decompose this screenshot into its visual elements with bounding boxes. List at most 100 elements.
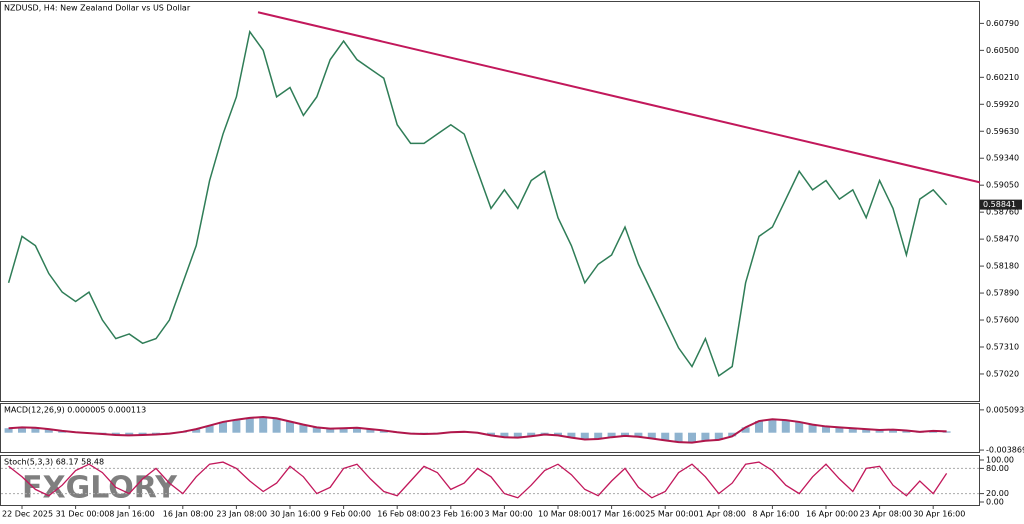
macd-bar	[567, 432, 576, 438]
macd-bar	[889, 429, 897, 433]
price-line	[7, 29, 948, 377]
macd-bar	[741, 427, 750, 433]
macd-bar	[259, 417, 268, 433]
y-tick-label: -0.003869	[986, 446, 1024, 455]
macd-bar	[554, 432, 562, 436]
y-tick-label: 0.59630	[986, 127, 1019, 136]
x-tick-label: 23 Apr 08:00	[860, 510, 912, 519]
y-tick-label: 0.60500	[986, 46, 1019, 55]
macd-bar	[808, 424, 817, 433]
macd-bar	[111, 432, 120, 435]
x-tick-label: 16 Jan 08:00	[163, 510, 214, 519]
x-tick-label: 16 Feb 08:00	[377, 510, 429, 519]
x-tick-label: 1 Apr 08:00	[699, 510, 746, 519]
macd-bar	[219, 421, 227, 433]
macd-bar	[138, 432, 147, 435]
macd-bar	[44, 429, 53, 433]
macd-bar	[353, 427, 361, 433]
chart-title: NZDUSD, H4: New Zealand Dollar vs US Dol…	[4, 4, 191, 13]
x-tick-label: 10 Mar 08:00	[538, 510, 591, 519]
x-tick-label: 17 Mar 16:00	[592, 510, 645, 519]
macd-bar	[299, 424, 308, 433]
y-tick-label: 0.59050	[986, 181, 1019, 190]
macd-bar	[862, 429, 871, 433]
macd-bar	[728, 432, 737, 437]
y-tick-label: 0.00	[986, 498, 1004, 507]
y-tick-label: 0.58470	[986, 235, 1019, 244]
watermark: FXGLORY	[22, 471, 178, 506]
macd-panel	[0, 403, 980, 453]
macd-bar	[594, 432, 603, 439]
price-panel	[0, 1, 980, 402]
x-tick-label: 16 Apr 00:00	[806, 510, 858, 519]
macd-bar	[31, 427, 40, 433]
macd-bar	[326, 428, 335, 433]
macd-bar	[768, 419, 777, 433]
macd-bar	[674, 432, 683, 443]
macd-bar	[875, 430, 884, 433]
macd-bar	[312, 427, 321, 433]
y-tick-label: 0.57890	[986, 289, 1019, 298]
y-tick-label: 0.58180	[986, 262, 1019, 271]
macd-bar	[621, 432, 629, 436]
y-tick-label: 100.00	[986, 456, 1014, 465]
macd-bar	[513, 432, 522, 438]
y-tick-label: 0.58760	[986, 208, 1019, 217]
macd-bar	[366, 429, 375, 433]
macd-bar	[500, 432, 509, 438]
x-tick-label: 23 Jan 08:00	[216, 510, 267, 519]
stoch-line	[8, 461, 948, 499]
y-tick-label: 80.00	[986, 464, 1009, 473]
stoch-panel	[0, 455, 980, 506]
macd-bar	[781, 420, 790, 433]
x-tick-label: 30 Apr 16:00	[913, 510, 965, 519]
macd-title: MACD(12,26,9) 0.000005 0.000113	[4, 406, 146, 415]
macd-bar	[701, 432, 710, 441]
macd-bar	[942, 431, 951, 433]
y-tick-label: 20.00	[986, 489, 1009, 498]
macd-bar	[245, 417, 254, 433]
macd-bar	[607, 432, 616, 438]
x-tick-label: 22 Dec 2025	[2, 510, 53, 519]
y-tick-label: 0.60790	[986, 19, 1019, 28]
x-tick-label: 8 Jan 16:00	[109, 510, 155, 519]
macd-bar	[822, 426, 830, 433]
macd-bar	[18, 427, 26, 433]
y-tick-label: 0.59920	[986, 100, 1019, 109]
trendline	[257, 11, 981, 184]
macd-bar	[795, 421, 804, 433]
macd-bar	[647, 432, 656, 439]
macd-bar	[232, 419, 241, 433]
stoch-title: Stoch(5,3,3) 68.17 58.48	[4, 458, 104, 467]
x-tick-label: 9 Feb 00:00	[324, 510, 371, 519]
macd-bar	[272, 418, 281, 433]
macd-bar	[192, 429, 201, 433]
macd-bar	[634, 432, 643, 437]
y-tick-label: 0.57310	[986, 342, 1019, 351]
y-tick-label: 0.57020	[986, 369, 1019, 378]
y-tick-label: 0.59340	[986, 154, 1019, 163]
macd-bar	[835, 427, 844, 433]
macd-bar	[527, 432, 536, 437]
last-price-label: 0.58841	[983, 200, 1016, 209]
y-tick-label: 0.60210	[986, 73, 1019, 82]
macd-bar	[688, 432, 696, 443]
x-tick-label: 23 Feb 16:00	[431, 510, 483, 519]
x-tick-label: 3 Mar 00:00	[484, 510, 532, 519]
macd-bar	[125, 432, 134, 436]
macd-bar	[848, 428, 857, 433]
y-tick-label: 0.57600	[986, 316, 1019, 325]
macd-bar	[487, 432, 495, 436]
macd-line	[8, 416, 947, 444]
x-tick-label: 8 Apr 16:00	[752, 510, 799, 519]
macd-bar	[205, 425, 214, 433]
x-tick-label: 25 Mar 00:00	[645, 510, 698, 519]
macd-bar	[379, 430, 388, 433]
macd-bar	[714, 432, 723, 440]
macd-bar	[902, 430, 911, 433]
x-tick-label: 30 Jan 16:00	[270, 510, 321, 519]
macd-bar	[580, 432, 589, 440]
y-tick-label: 0.005093	[986, 405, 1024, 414]
macd-bar	[286, 421, 294, 433]
